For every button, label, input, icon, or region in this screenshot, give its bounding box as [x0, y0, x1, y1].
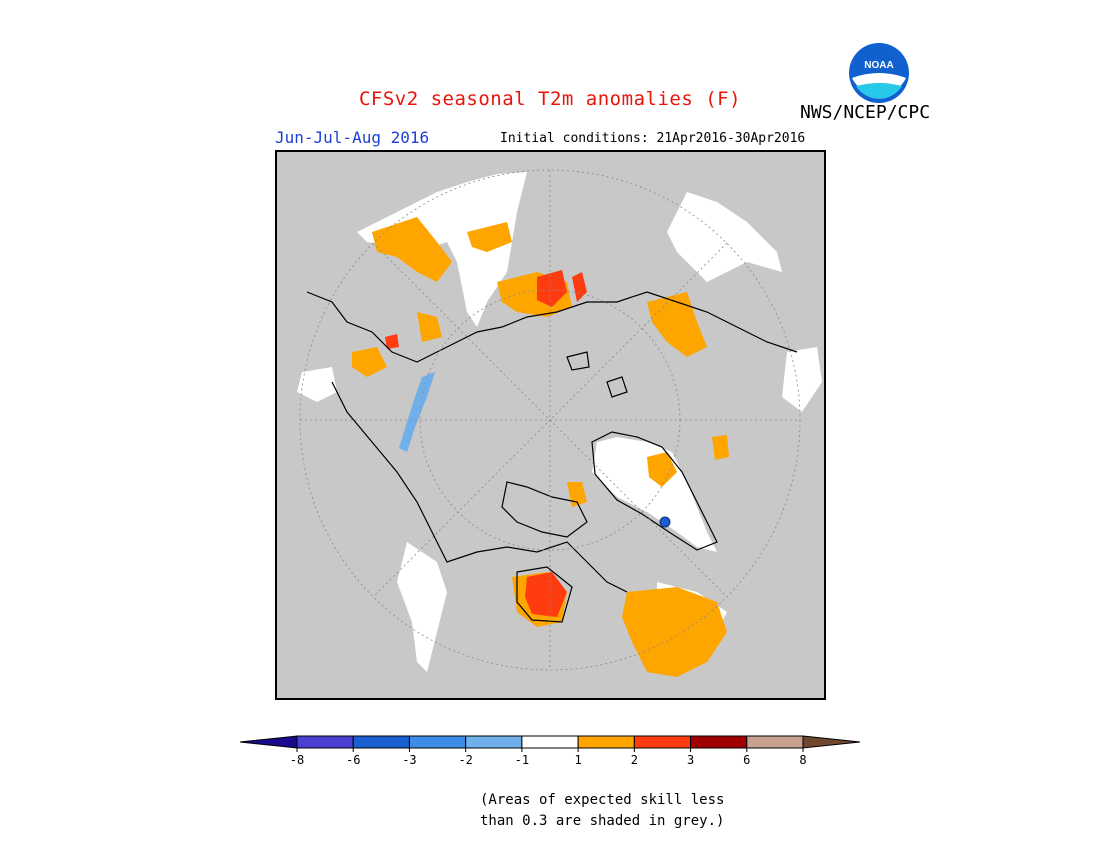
cold-area-strip	[399, 372, 435, 452]
warm-area-scandinavia	[372, 217, 452, 282]
colorbar-label: 3	[687, 753, 694, 767]
warm-area-west	[352, 347, 387, 377]
white-area-lower-left	[397, 542, 447, 672]
cold-anomaly-areas	[399, 372, 435, 452]
colorbar-swatch	[465, 735, 523, 749]
graticule	[299, 169, 801, 671]
polar-map	[297, 169, 822, 677]
colorbar-label: -3	[402, 753, 416, 767]
warm-area-alaska	[647, 292, 707, 357]
white-area-top-left	[357, 172, 527, 327]
colorbar-arrow-right	[802, 735, 861, 749]
graticule-meridian-4	[372, 242, 728, 598]
colorbar-swatch	[296, 735, 354, 749]
initial-conditions-label: Initial conditions: 21Apr2016-30Apr2016	[500, 131, 806, 146]
agency-label: NWS/NCEP/CPC	[800, 102, 931, 123]
white-area-top-right	[667, 192, 782, 282]
coastline-west	[331, 381, 628, 593]
colorbar-label: -2	[458, 753, 472, 767]
warm-area-greenland-small	[647, 452, 677, 487]
white-area-right-edge	[782, 347, 822, 412]
colorbar-label: 8	[799, 753, 806, 767]
colorbar-label: 1	[574, 753, 581, 767]
skill-note-line-1: (Areas of expected skill less	[480, 792, 725, 808]
colorbar-swatch	[633, 735, 692, 749]
white-neutral-areas	[297, 172, 822, 672]
colorbar-swatch	[690, 735, 748, 749]
polar-map-frame	[275, 150, 826, 700]
logo-lower-cyan	[856, 83, 902, 99]
warm-area-small-right	[712, 435, 729, 460]
strong-warm-anomaly-areas	[385, 270, 587, 617]
colorbar-label: 6	[743, 753, 750, 767]
colorbar-label: -1	[515, 753, 529, 767]
coastline-greenland	[591, 431, 718, 551]
strong-warm-area-tiny	[385, 334, 399, 349]
colorbar-label: 2	[631, 753, 638, 767]
white-area-greenland	[592, 437, 717, 552]
warm-area-lower-right	[622, 587, 727, 677]
colorbar-label: -6	[346, 753, 360, 767]
colorbar-swatch	[746, 735, 804, 749]
coastline-island-2	[566, 351, 590, 371]
colorbar-swatch	[352, 735, 410, 749]
coastline-archipelago	[501, 481, 588, 538]
white-area-left-edge	[297, 367, 337, 402]
colorbar: -8 -6 -3 -2 -1 1 2 3 6 8	[240, 735, 861, 767]
season-label: Jun-Jul-Aug 2016	[275, 128, 430, 147]
strong-warm-area-kara	[537, 270, 567, 307]
coastline-hudson-bay	[516, 566, 573, 623]
colorbar-label: -8	[290, 753, 304, 767]
cold-anomaly-spot	[659, 516, 671, 528]
colorbar-swatch	[521, 735, 579, 749]
skill-note-line-2: than 0.3 are shaded in grey.)	[480, 813, 725, 829]
skill-note: (Areas of expected skill less than 0.3 a…	[480, 790, 724, 832]
colorbar-segments	[240, 735, 861, 749]
coastline-eurasia	[306, 291, 798, 363]
strong-warm-area-small	[572, 272, 587, 302]
coastlines	[306, 291, 798, 623]
coastline-island	[606, 376, 628, 398]
colorbar-swatch	[577, 735, 635, 749]
warm-area-small-west	[417, 312, 442, 342]
colorbar-arrow-left	[240, 735, 298, 749]
warm-area-north-atlantic	[467, 222, 512, 252]
colorbar-labels: -8 -6 -3 -2 -1 1 2 3 6 8	[290, 748, 807, 767]
noaa-logo: NOAA	[849, 43, 909, 103]
strong-warm-area-hudson	[525, 572, 567, 617]
chart-title: CFSv2 seasonal T2m anomalies (F)	[358, 88, 742, 110]
colorbar-swatch	[408, 735, 467, 749]
logo-text: NOAA	[864, 60, 893, 71]
